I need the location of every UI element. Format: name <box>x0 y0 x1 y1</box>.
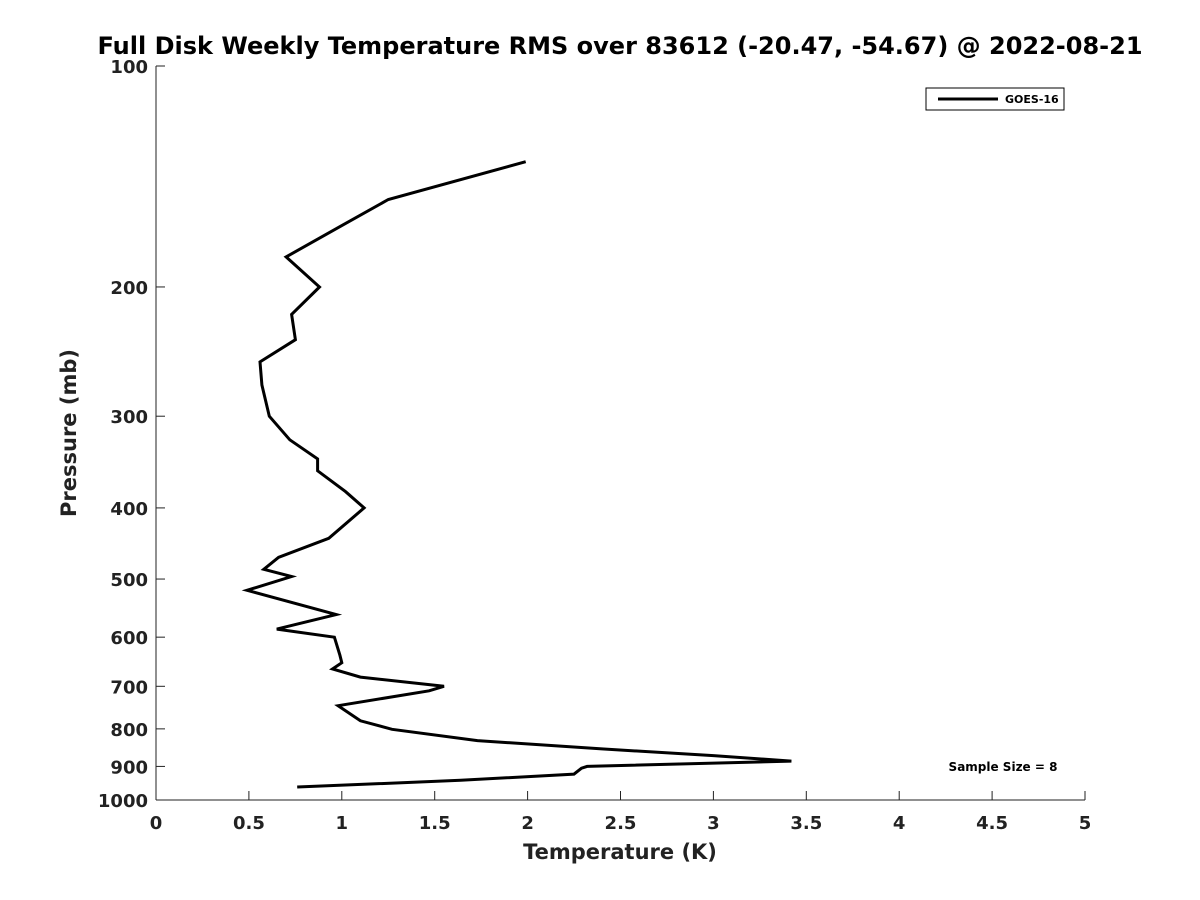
y-tick-label: 600 <box>110 628 148 649</box>
x-tick-label: 4.5 <box>976 813 1008 834</box>
y-tick-label: 700 <box>110 677 148 698</box>
x-tick-label: 0 <box>150 813 163 834</box>
y-tick-label: 1000 <box>98 791 148 812</box>
legend: GOES-16 <box>925 87 1065 111</box>
x-axis-label: Temperature (K) <box>523 840 717 864</box>
y-tick-label: 400 <box>110 499 148 520</box>
y-axis-ticks: 100 200 300 400 500 600 700 800 900 1000 <box>98 57 165 812</box>
sample-size-annotation: Sample Size = 8 <box>949 760 1058 774</box>
legend-entry: GOES-16 <box>1005 93 1059 106</box>
x-axis-ticks: 0 0.5 1 1.5 2 2.5 3 3.5 4 4.5 5 <box>150 791 1092 834</box>
chart-title: Full Disk Weekly Temperature RMS over 83… <box>97 32 1142 60</box>
y-tick-label: 900 <box>110 757 148 778</box>
x-tick-label: 3.5 <box>790 813 822 834</box>
y-tick-label: 800 <box>110 720 148 741</box>
x-tick-label: 1 <box>336 813 349 834</box>
x-tick-label: 4 <box>893 813 906 834</box>
y-axis-label: Pressure (mb) <box>57 349 81 517</box>
x-tick-label: 0.5 <box>233 813 265 834</box>
y-tick-label: 100 <box>110 57 148 78</box>
x-tick-label: 3 <box>707 813 720 834</box>
x-tick-label: 2.5 <box>605 813 637 834</box>
y-tick-label: 500 <box>110 570 148 591</box>
y-tick-label: 200 <box>110 278 148 299</box>
series-line-goes-16 <box>241 160 792 789</box>
x-tick-label: 1.5 <box>419 813 451 834</box>
x-tick-label: 2 <box>521 813 534 834</box>
x-tick-label: 5 <box>1079 813 1092 834</box>
y-tick-label: 300 <box>110 407 148 428</box>
